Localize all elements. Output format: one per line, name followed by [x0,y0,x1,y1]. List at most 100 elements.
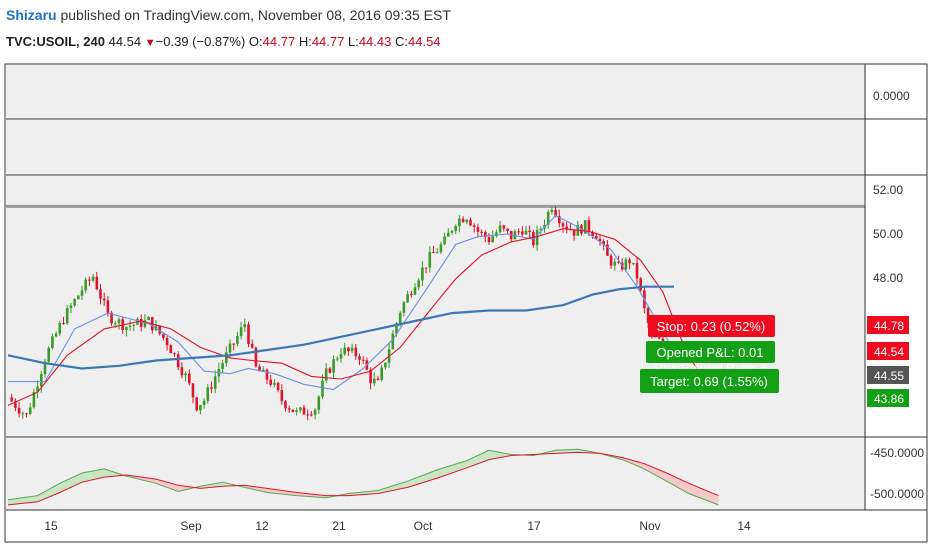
stop-box[interactable] [648,315,775,337]
candle-body [606,244,609,256]
candle [624,257,628,273]
candle [173,352,176,357]
candle-body [458,218,461,227]
osc-fill [489,450,512,460]
osc-fill [378,481,408,494]
candle-body [221,363,224,369]
high-value: 44.77 [311,34,345,49]
candle-body [324,368,328,381]
candle [273,379,276,388]
candle [184,371,187,382]
stop-price-tag [867,316,909,334]
candle [310,410,313,417]
candle [454,224,457,235]
candle [498,220,502,234]
candle-body [646,308,650,323]
candle-body [347,347,350,352]
candle-body [598,238,602,242]
candle-body [258,366,261,372]
candle [276,381,280,393]
candle-body [21,413,25,415]
candle-body [495,232,498,237]
candle [265,368,269,384]
candle-body [173,353,176,355]
candle [410,290,413,298]
candle-body [410,294,413,296]
candle-body [454,226,457,231]
candle-body [572,229,576,236]
target-price-tag [867,389,909,407]
candle-body [114,323,117,325]
candle-body [609,255,613,266]
candle [632,262,635,266]
x-tick-14: 14 [737,519,751,533]
candle-body [36,386,39,392]
author-link[interactable]: Shizaru [6,7,57,23]
candle-body [180,367,184,376]
target-box[interactable] [640,369,779,393]
candle-body [62,323,65,325]
candle [110,310,113,326]
candle [125,326,128,337]
candle-body [191,383,195,398]
candle [447,228,450,237]
candle-body [395,323,398,334]
candle [336,356,339,362]
candle [25,412,28,418]
candle-body [491,236,494,243]
candle-body [361,359,365,361]
candle-body [350,347,354,352]
candle [328,367,332,374]
candle [117,317,121,330]
candle [380,365,383,382]
candle-body [336,358,339,360]
candle-body [199,405,202,411]
candle [424,267,428,274]
candle-body [54,333,58,337]
x-tick-nov: Nov [639,519,660,533]
candle-body [632,262,635,264]
osc-layer [7,448,719,506]
candle [421,261,424,287]
candle-body [628,259,631,264]
candle-body [95,276,99,290]
candle-body [313,409,317,415]
candle-body [254,347,258,367]
candle-body [88,279,91,281]
x-tick-12: 12 [255,519,269,533]
candle-body [14,401,17,408]
candle-body [10,397,13,402]
candle [58,320,62,336]
candle-body [25,413,28,415]
candle [239,322,243,340]
candle-body [339,354,343,359]
candle-body [535,230,539,246]
entry-price-text: 44.55 [874,369,904,383]
opened-box[interactable] [646,341,775,363]
candle-body [84,279,87,291]
x-tick-17: 17 [527,519,541,533]
stop-text: Stop: 0.23 (0.52%) [657,319,765,334]
candle-body [102,298,106,301]
candle [350,343,354,354]
candle [51,333,54,350]
candle [461,216,465,223]
candle-body [443,236,446,245]
candle [343,342,346,356]
x-tick-oct: Oct [414,519,433,533]
candle [36,380,39,399]
candle [14,398,17,412]
candle [591,230,594,240]
candle-body [587,220,591,232]
candle [465,218,469,225]
candle [339,347,343,363]
candle-body [269,379,272,385]
candle [406,290,409,303]
price-pane-bg [6,176,865,437]
candle [558,209,561,228]
candle [376,375,380,381]
candle [180,362,184,379]
candle [62,316,65,325]
candle-body [58,323,62,334]
